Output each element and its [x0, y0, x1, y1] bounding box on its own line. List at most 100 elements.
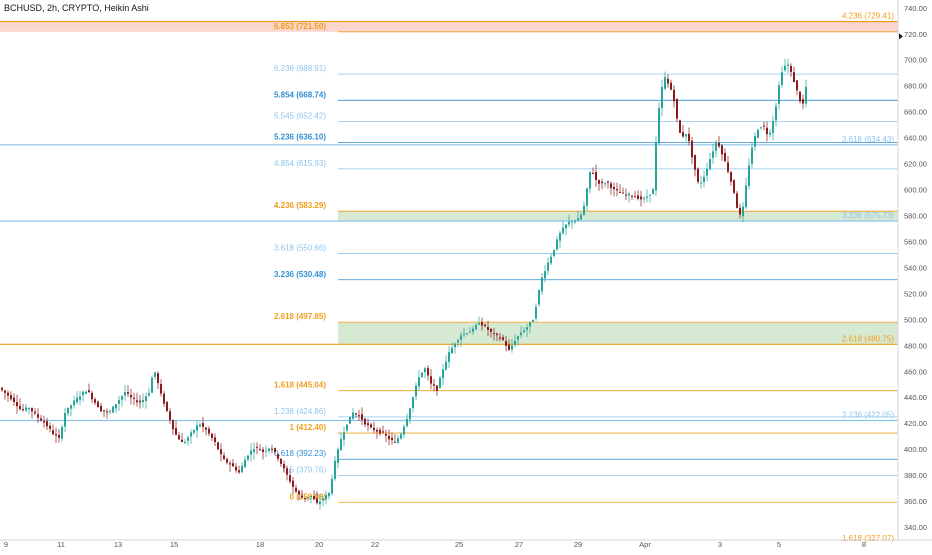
y-tick-18: 700.00 — [904, 56, 927, 65]
x-tick-1: 11 — [57, 540, 65, 549]
candle-body — [154, 372, 156, 377]
candle-body — [388, 435, 390, 440]
candle-body — [355, 413, 357, 415]
candle-body — [688, 133, 690, 142]
candle-body — [631, 195, 633, 197]
x-tick-2: 13 — [114, 540, 122, 549]
level-label-8: 3.236 (530.48) — [274, 270, 326, 279]
candle-body — [13, 397, 15, 402]
candle-body — [352, 412, 354, 419]
candle-body — [445, 361, 447, 370]
x-tick-5: 20 — [315, 540, 323, 549]
candle-body — [181, 439, 183, 443]
candle-body — [703, 176, 705, 183]
candle-body — [775, 106, 777, 121]
candle-body — [190, 432, 192, 437]
candle-body — [436, 385, 438, 391]
candle-body — [595, 172, 597, 181]
level-label-0: 6.853 (721.50) — [274, 22, 326, 31]
candle-body — [520, 332, 522, 336]
level-label-19: 2.618 (480.75) — [842, 334, 894, 343]
candle-body — [478, 323, 480, 325]
candle-body — [208, 428, 210, 434]
candle-body — [739, 207, 741, 215]
y-tick-10: 540.00 — [904, 263, 927, 272]
candle-body — [373, 427, 375, 431]
candle-body — [526, 327, 528, 330]
candle-body — [10, 395, 12, 400]
candle-body — [52, 430, 54, 435]
candle-body — [301, 495, 303, 498]
candle-body — [412, 397, 414, 409]
candle-body — [133, 397, 135, 399]
candle-body — [397, 438, 399, 443]
candle-body — [544, 271, 546, 279]
candle-body — [370, 424, 372, 428]
candle-body — [343, 432, 345, 440]
candle-body — [490, 328, 492, 332]
level-label-18: 3.236 (575.73) — [842, 211, 894, 220]
y-tick-19: 720.00 — [904, 30, 927, 39]
candle-body — [553, 249, 555, 256]
candle-body — [34, 411, 36, 414]
candle-body — [628, 193, 630, 196]
candle-body — [694, 154, 696, 170]
level-label-6: 4.236 (583.29) — [274, 201, 326, 210]
candle-body — [106, 411, 108, 413]
level-label-12: 1 (412.40) — [290, 423, 327, 432]
x-tick-4: 18 — [256, 540, 264, 549]
y-tick-3: 400.00 — [904, 445, 927, 454]
y-tick-6: 460.00 — [904, 367, 927, 376]
level-label-21: 1.618 (327.07) — [842, 534, 894, 543]
candle-body — [334, 460, 336, 479]
candle-body — [802, 99, 804, 104]
candle-body — [112, 406, 114, 413]
candle-body — [514, 340, 516, 346]
candle-body — [109, 411, 111, 413]
candle-body — [670, 82, 672, 90]
candle-body — [568, 221, 570, 225]
candle-body — [64, 413, 66, 427]
candle-body — [310, 495, 312, 497]
candle-body — [337, 449, 339, 463]
candle-body — [700, 182, 702, 184]
candle-body — [457, 340, 459, 343]
candle-body — [796, 80, 798, 91]
candle-body — [673, 89, 675, 102]
candle-body — [244, 459, 246, 468]
x-tick-0: 9 — [4, 540, 8, 549]
candle-body — [262, 449, 264, 453]
candle-body — [73, 400, 75, 406]
level-label-4: 5.236 (636.10) — [274, 133, 326, 142]
candle-body — [421, 372, 423, 378]
x-tick-8: 27 — [515, 540, 523, 549]
candle-body — [805, 86, 807, 104]
candle-body — [25, 407, 27, 411]
candle-body — [184, 441, 186, 443]
candle-body — [736, 193, 738, 208]
candle-body — [451, 347, 453, 354]
candle-body — [754, 136, 756, 147]
candle-body — [643, 198, 645, 200]
candle-body — [157, 373, 159, 384]
candle-body — [757, 129, 759, 138]
candle-body — [766, 127, 768, 135]
y-tick-8: 500.00 — [904, 315, 927, 324]
candle-body — [82, 391, 84, 396]
candle-body — [382, 431, 384, 433]
candle-body — [460, 335, 462, 340]
candle-body — [85, 391, 87, 394]
candle-body — [496, 333, 498, 336]
candle-body — [49, 425, 51, 429]
candle-body — [256, 446, 258, 448]
candle-body — [391, 437, 393, 441]
candle-body — [277, 454, 279, 459]
candle-body — [211, 433, 213, 439]
candle-body — [298, 490, 300, 495]
level-label-17: 3.618 (634.43) — [842, 135, 894, 144]
candle-body — [619, 191, 621, 193]
candle-body — [346, 424, 348, 431]
candle-body — [367, 423, 369, 426]
